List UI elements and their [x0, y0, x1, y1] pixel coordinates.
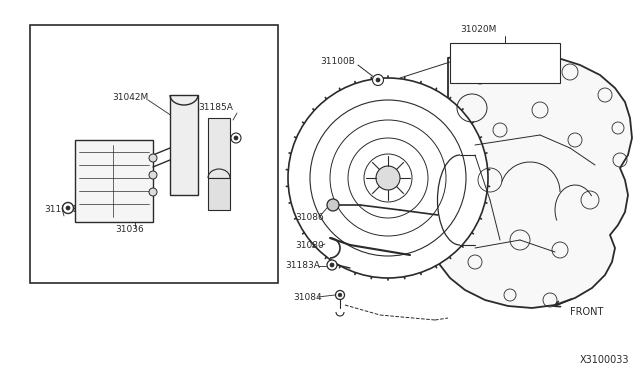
Text: (31100): (31100) — [491, 64, 524, 74]
Circle shape — [330, 263, 334, 267]
Text: 31080: 31080 — [295, 241, 324, 250]
Text: FRONT: FRONT — [570, 307, 604, 317]
Circle shape — [327, 199, 339, 211]
Circle shape — [63, 202, 74, 214]
Text: 31020M: 31020M — [460, 26, 496, 35]
Bar — [75, 140, 153, 222]
Text: 31185A: 31185A — [198, 103, 233, 112]
Circle shape — [376, 166, 400, 190]
Circle shape — [376, 78, 380, 82]
Text: 31086: 31086 — [295, 214, 324, 222]
Circle shape — [372, 74, 383, 86]
Circle shape — [335, 291, 344, 299]
Text: 31183A: 31183A — [285, 260, 320, 269]
Text: SEC.311: SEC.311 — [490, 52, 524, 61]
Text: 31100B: 31100B — [320, 58, 355, 67]
Bar — [30, 25, 278, 283]
Circle shape — [288, 78, 488, 278]
Circle shape — [234, 136, 238, 140]
Circle shape — [231, 133, 241, 143]
Bar — [450, 43, 560, 83]
Bar — [208, 178, 230, 210]
Bar — [170, 95, 198, 195]
Text: 31185B: 31185B — [44, 205, 79, 215]
Text: 31036: 31036 — [115, 225, 144, 234]
Circle shape — [338, 293, 342, 297]
Text: 31042M: 31042M — [112, 93, 148, 102]
Circle shape — [149, 154, 157, 162]
Circle shape — [327, 260, 337, 270]
Bar — [208, 118, 230, 178]
Circle shape — [149, 188, 157, 196]
Text: X3100033: X3100033 — [580, 355, 630, 365]
Circle shape — [149, 171, 157, 179]
Circle shape — [66, 206, 70, 210]
Text: 31084: 31084 — [293, 292, 322, 301]
Polygon shape — [436, 50, 632, 308]
